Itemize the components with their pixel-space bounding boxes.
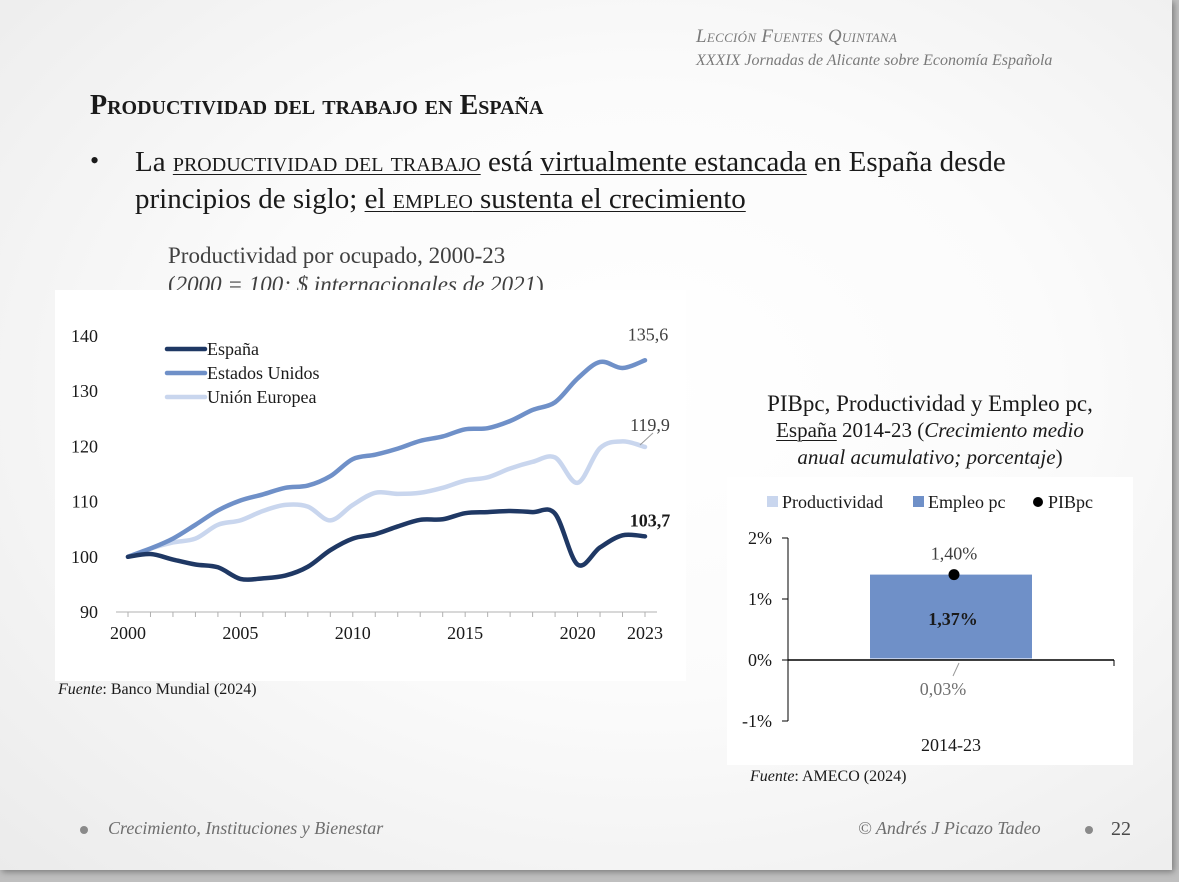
chart2-title-line3: anual acumulativo; porcentaje) [797, 445, 1063, 469]
end-label-espana: 103,7 [630, 510, 671, 530]
productivity-line-chart: 90 100 110 120 130 140 2000 2005 2010 2015 2020 202… [71, 324, 671, 643]
x-tick-label: 2020 [560, 623, 596, 643]
chart2-panel: Productividad Empleo pc PIBpc -1% 0% 1% 2% 1,40… [727, 477, 1133, 765]
x-category-label: 2014-23 [921, 735, 981, 755]
y-tick-label: 100 [71, 547, 98, 567]
chart1-panel: 90 100 110 120 130 140 2000 2005 2010 2015 2020 202… [55, 290, 686, 681]
bar-empleo-pc [870, 574, 1032, 659]
y-tick-label: 2% [748, 528, 772, 548]
chart2-title: PIBpc, Productividad y Empleo pc, España… [727, 390, 1133, 471]
bullet-icon: • [90, 146, 100, 175]
y-tick-label: 0% [748, 650, 772, 670]
y-tick-label: 90 [80, 602, 98, 622]
series-line-espana [125, 507, 648, 582]
end-label-estados-unidos: 135,6 [628, 324, 669, 344]
chart1-title-line1: Productividad por ocupado, 2000-23 [168, 243, 506, 268]
footer-course-title: Crecimiento, Instituciones y Bienestar [108, 818, 384, 838]
bullet-seg-6c: sustenta el crecimiento [472, 183, 746, 215]
x-tick-label: 2023 [627, 623, 663, 643]
series-line-estados-unidos [125, 358, 648, 560]
x-tick-label: 2010 [335, 623, 371, 643]
end-label-leader-line [639, 432, 654, 446]
legend-label: Unión Europea [207, 387, 316, 407]
bullet-text: La productividad del trabajo está virtua… [135, 144, 1115, 218]
data-label-leader-line [952, 662, 960, 677]
bar-productividad [870, 658, 1032, 660]
chart2-title-line1: PIBpc, Productividad y Empleo pc, [767, 391, 1093, 416]
y-tick-label: 140 [71, 326, 98, 346]
x-tick-label: 2015 [447, 623, 483, 643]
y-tick-label: 1% [748, 589, 772, 609]
slide-title: Productividad del trabajo en España [90, 90, 544, 121]
bullet-seg-5: en España desde principios de siglo; [135, 146, 1006, 215]
chart2-title-line2: España 2014-23 (Crecimiento medio [776, 418, 1084, 442]
data-label-empleo-pc: 1,37% [928, 609, 978, 629]
header-lecture-title: Lección Fuentes Quintana [696, 26, 898, 47]
end-label-union-europea: 119,9 [630, 415, 670, 435]
legend-swatch [767, 496, 778, 507]
bullet-seg-1: La [135, 146, 173, 178]
series-line-union-europea [125, 439, 648, 560]
data-label-pibpc: 1,40% [931, 544, 978, 564]
bullet-seg-employment: empleo [392, 183, 473, 215]
bullet-seg-6a: el [364, 183, 393, 215]
footer-left-bullet-icon [80, 826, 88, 834]
footer-right-bullet-icon [1085, 826, 1093, 834]
chart2-source: Fuente: AMECO (2024) [750, 768, 907, 785]
legend-label: PIBpc [1048, 492, 1093, 512]
legend-label: España [207, 339, 259, 359]
bullet-seg-3: está [480, 146, 541, 178]
bullet-seg-stagnant: virtualmente estancada [540, 146, 807, 178]
y-tick-label: 120 [71, 436, 98, 456]
point-pibpc [948, 569, 960, 581]
legend-label: Estados Unidos [207, 363, 320, 383]
growth-bar-chart: Productividad Empleo pc PIBpc -1% 0% 1% 2% 1,40… [742, 492, 1115, 755]
y-tick-label: 110 [72, 492, 98, 512]
x-tick-label: 2000 [110, 623, 146, 643]
chart1-source: Fuente: Banco Mundial (2024) [58, 681, 257, 698]
data-label-productividad: 0,03% [920, 679, 967, 699]
legend-label: Productividad [782, 492, 883, 512]
footer-author: © Andrés J Picazo Tadeo [858, 818, 1041, 838]
y-tick-label: -1% [742, 711, 772, 731]
header-event-title: XXXIX Jornadas de Alicante sobre Economí… [696, 52, 1053, 69]
y-tick-label: 130 [71, 381, 98, 401]
page-number: 22 [1111, 818, 1131, 840]
legend-swatch [913, 496, 924, 507]
legend-swatch [1033, 497, 1043, 507]
x-tick-label: 2005 [222, 623, 258, 643]
bullet-seg-productivity: productividad del trabajo [172, 146, 481, 178]
legend-label: Empleo pc [928, 492, 1005, 512]
